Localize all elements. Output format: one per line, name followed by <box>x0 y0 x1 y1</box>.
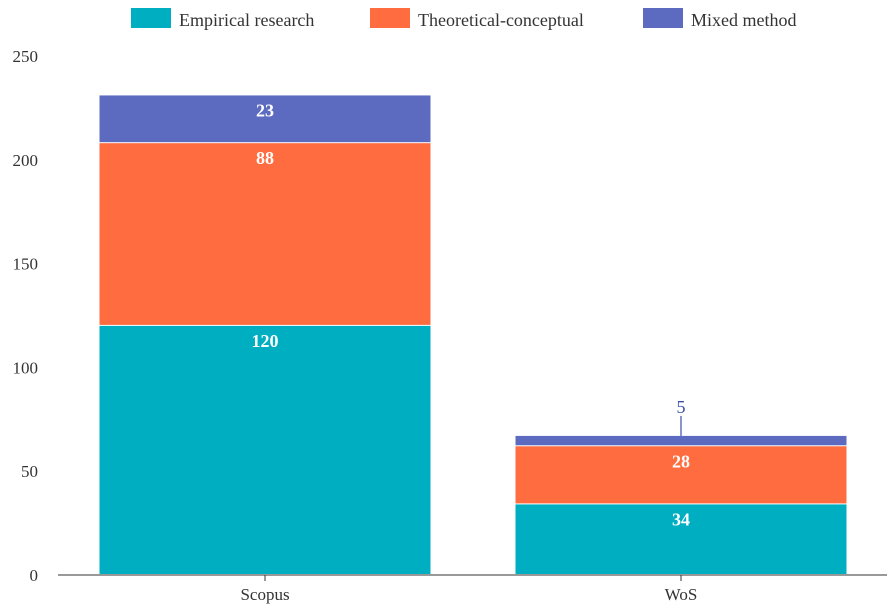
y-tick-label: 150 <box>13 255 39 274</box>
y-tick-label: 0 <box>30 566 39 585</box>
data-label: 120 <box>252 331 279 351</box>
data-label: 34 <box>672 509 690 529</box>
legend-swatch-empirical-research[interactable] <box>131 8 171 28</box>
data-label: 28 <box>672 451 690 471</box>
data-label: 5 <box>677 397 686 417</box>
x-tick-label-scopus: Scopus <box>240 585 289 604</box>
bar-wos-mixed-method[interactable] <box>515 435 847 446</box>
bars <box>99 95 847 574</box>
legend: Empirical research Theoretical-conceptual… <box>131 8 797 30</box>
bar-scopus-empirical-research[interactable] <box>99 325 431 574</box>
bar-scopus-theoretical-conceptual[interactable] <box>99 143 431 325</box>
y-axis: 0 50 100 150 200 250 <box>13 47 39 585</box>
x-tick-label-wos: WoS <box>665 585 698 604</box>
legend-label-theoretical-conceptual[interactable]: Theoretical-conceptual <box>418 10 584 30</box>
bar-wos-theoretical-conceptual[interactable] <box>515 446 847 504</box>
y-tick-label: 100 <box>13 358 39 377</box>
data-label: 88 <box>256 148 274 168</box>
bar-wos-empirical-research[interactable] <box>515 504 847 574</box>
y-tick-label: 200 <box>13 151 39 170</box>
data-label: 23 <box>256 100 274 120</box>
y-tick-label: 50 <box>21 462 38 481</box>
legend-label-empirical-research[interactable]: Empirical research <box>179 10 314 30</box>
x-axis: Scopus WoS <box>58 574 887 604</box>
data-labels: 120 88 23 34 28 5 <box>252 100 691 529</box>
y-tick-label: 250 <box>13 47 39 66</box>
bar-scopus-mixed-method[interactable] <box>99 95 431 143</box>
legend-swatch-theoretical-conceptual[interactable] <box>370 8 410 28</box>
legend-swatch-mixed-method[interactable] <box>643 8 683 28</box>
legend-label-mixed-method[interactable]: Mixed method <box>691 10 797 30</box>
